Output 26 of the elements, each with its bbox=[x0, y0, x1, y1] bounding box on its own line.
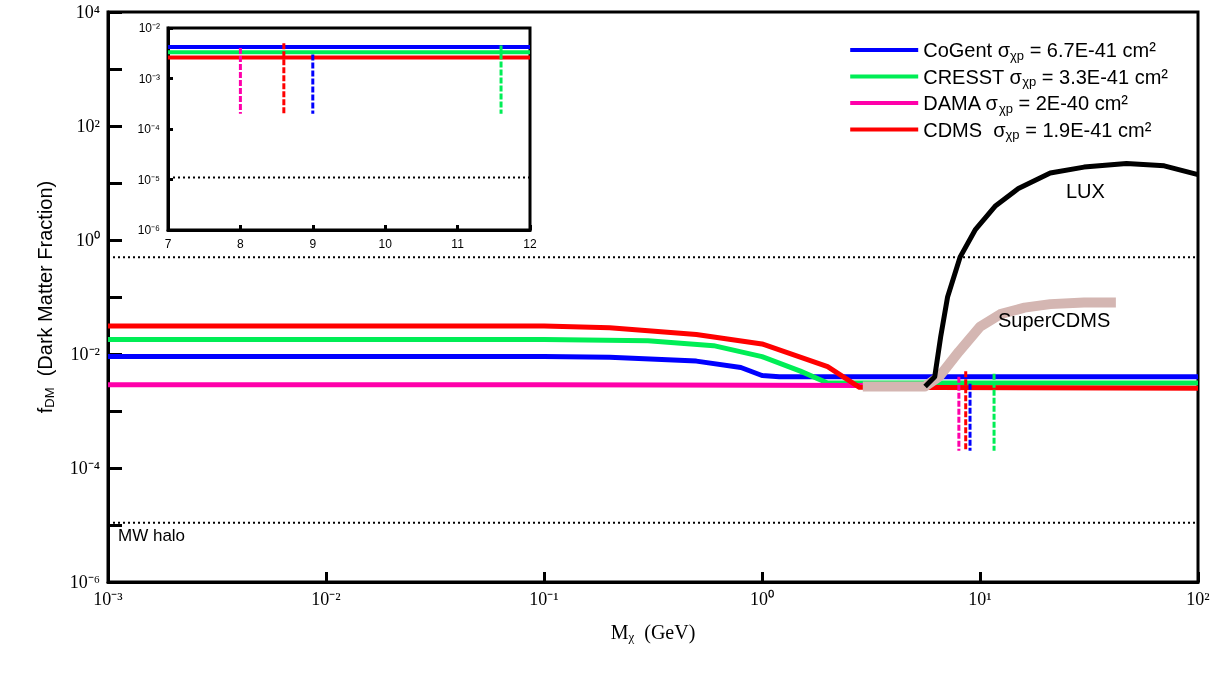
y-tick-label: 10⁻⁵ bbox=[137, 172, 161, 187]
x-tick-label: 10¹ bbox=[968, 589, 992, 609]
y-tick-label: 10⁻⁶ bbox=[69, 572, 100, 592]
y-tick-label: 10² bbox=[76, 116, 100, 136]
annotation: SuperCDMS bbox=[998, 309, 1111, 331]
x-tick-label: 10² bbox=[1186, 589, 1210, 609]
x-tick-label: 10⁰ bbox=[750, 589, 774, 609]
y-tick-label: 10⁻² bbox=[138, 21, 160, 35]
y-tick-label: 10⁻³ bbox=[138, 71, 160, 86]
x-tick-label: 8 bbox=[237, 237, 245, 251]
x-tick-label: 11 bbox=[451, 237, 465, 251]
y-tick-label: 10⁻⁴ bbox=[137, 122, 160, 136]
x-tick-label: 10 bbox=[378, 237, 393, 251]
ref-line-label: MW halo bbox=[118, 525, 186, 545]
x-tick-label: 7 bbox=[164, 237, 172, 251]
y-tick-label: 10⁻² bbox=[70, 344, 100, 364]
x-tick-label: 10⁻² bbox=[311, 589, 341, 609]
x-tick-label: 9 bbox=[309, 237, 317, 251]
x-tick-label: 10⁻³ bbox=[93, 589, 124, 609]
y-axis-title: fDM (Dark Matter Fraction) bbox=[33, 180, 57, 414]
x-tick-label: 12 bbox=[523, 237, 537, 251]
annotation: LUX bbox=[1066, 180, 1105, 202]
y-tick-label: 10⁴ bbox=[75, 2, 100, 22]
y-tick-label: 10⁻⁶ bbox=[137, 223, 161, 237]
x-tick-label: 10⁻¹ bbox=[529, 589, 559, 609]
y-tick-label: 10⁻⁴ bbox=[69, 458, 100, 478]
